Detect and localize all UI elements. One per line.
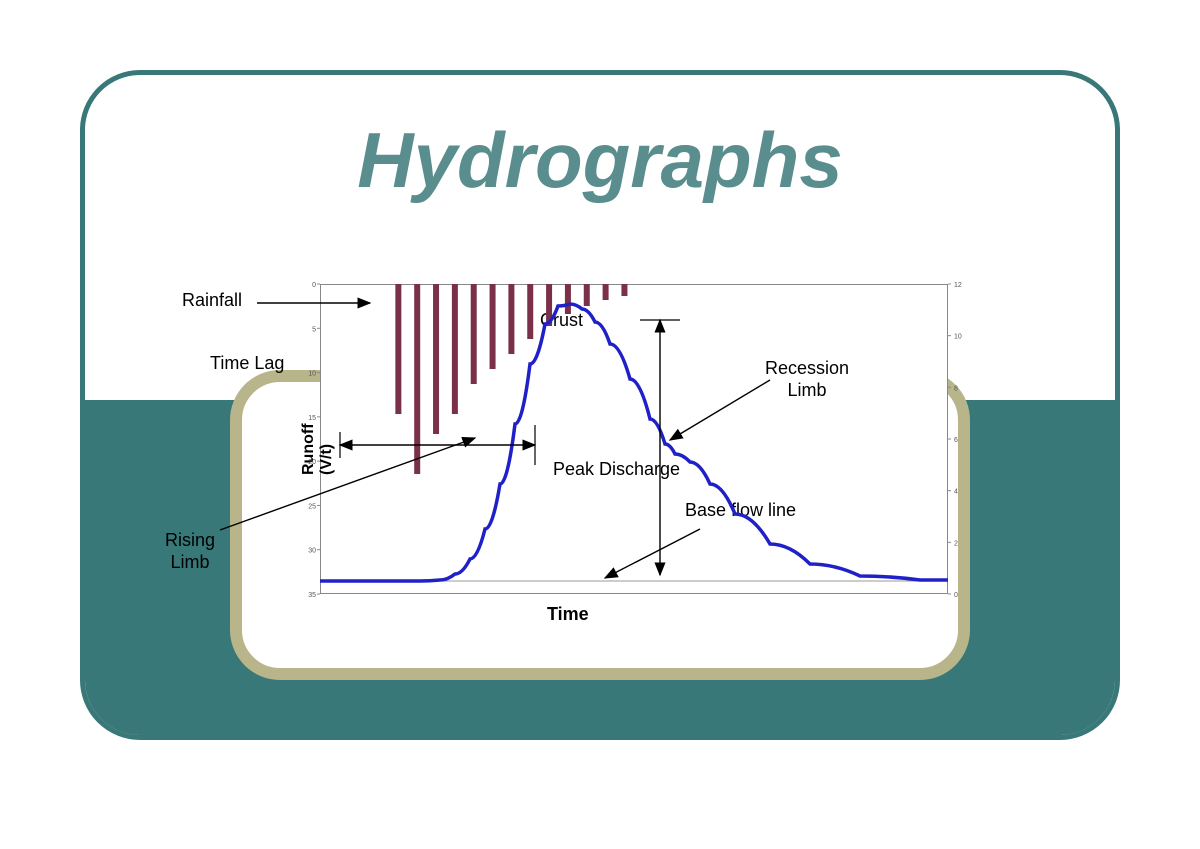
y-axis-label: Runoff(V/t) [300,423,335,475]
label-rainfall: Rainfall [182,290,242,311]
label-recession-limb: RecessionLimb [765,358,849,401]
label-crust: Crust [540,310,583,331]
label-peak-discharge: Peak Discharge [553,459,680,480]
label-timelag: Time Lag [210,353,284,374]
slide-title: Hydrographs [0,115,1200,206]
chart-area [320,284,948,594]
x-axis-label: Time [547,604,589,625]
label-rising-limb: RisingLimb [165,530,215,573]
label-baseflow: Base flow line [685,500,796,521]
